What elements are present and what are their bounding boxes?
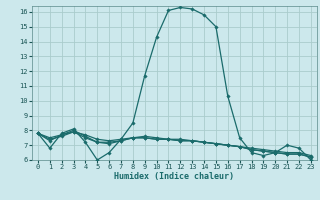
X-axis label: Humidex (Indice chaleur): Humidex (Indice chaleur) [115,172,234,181]
